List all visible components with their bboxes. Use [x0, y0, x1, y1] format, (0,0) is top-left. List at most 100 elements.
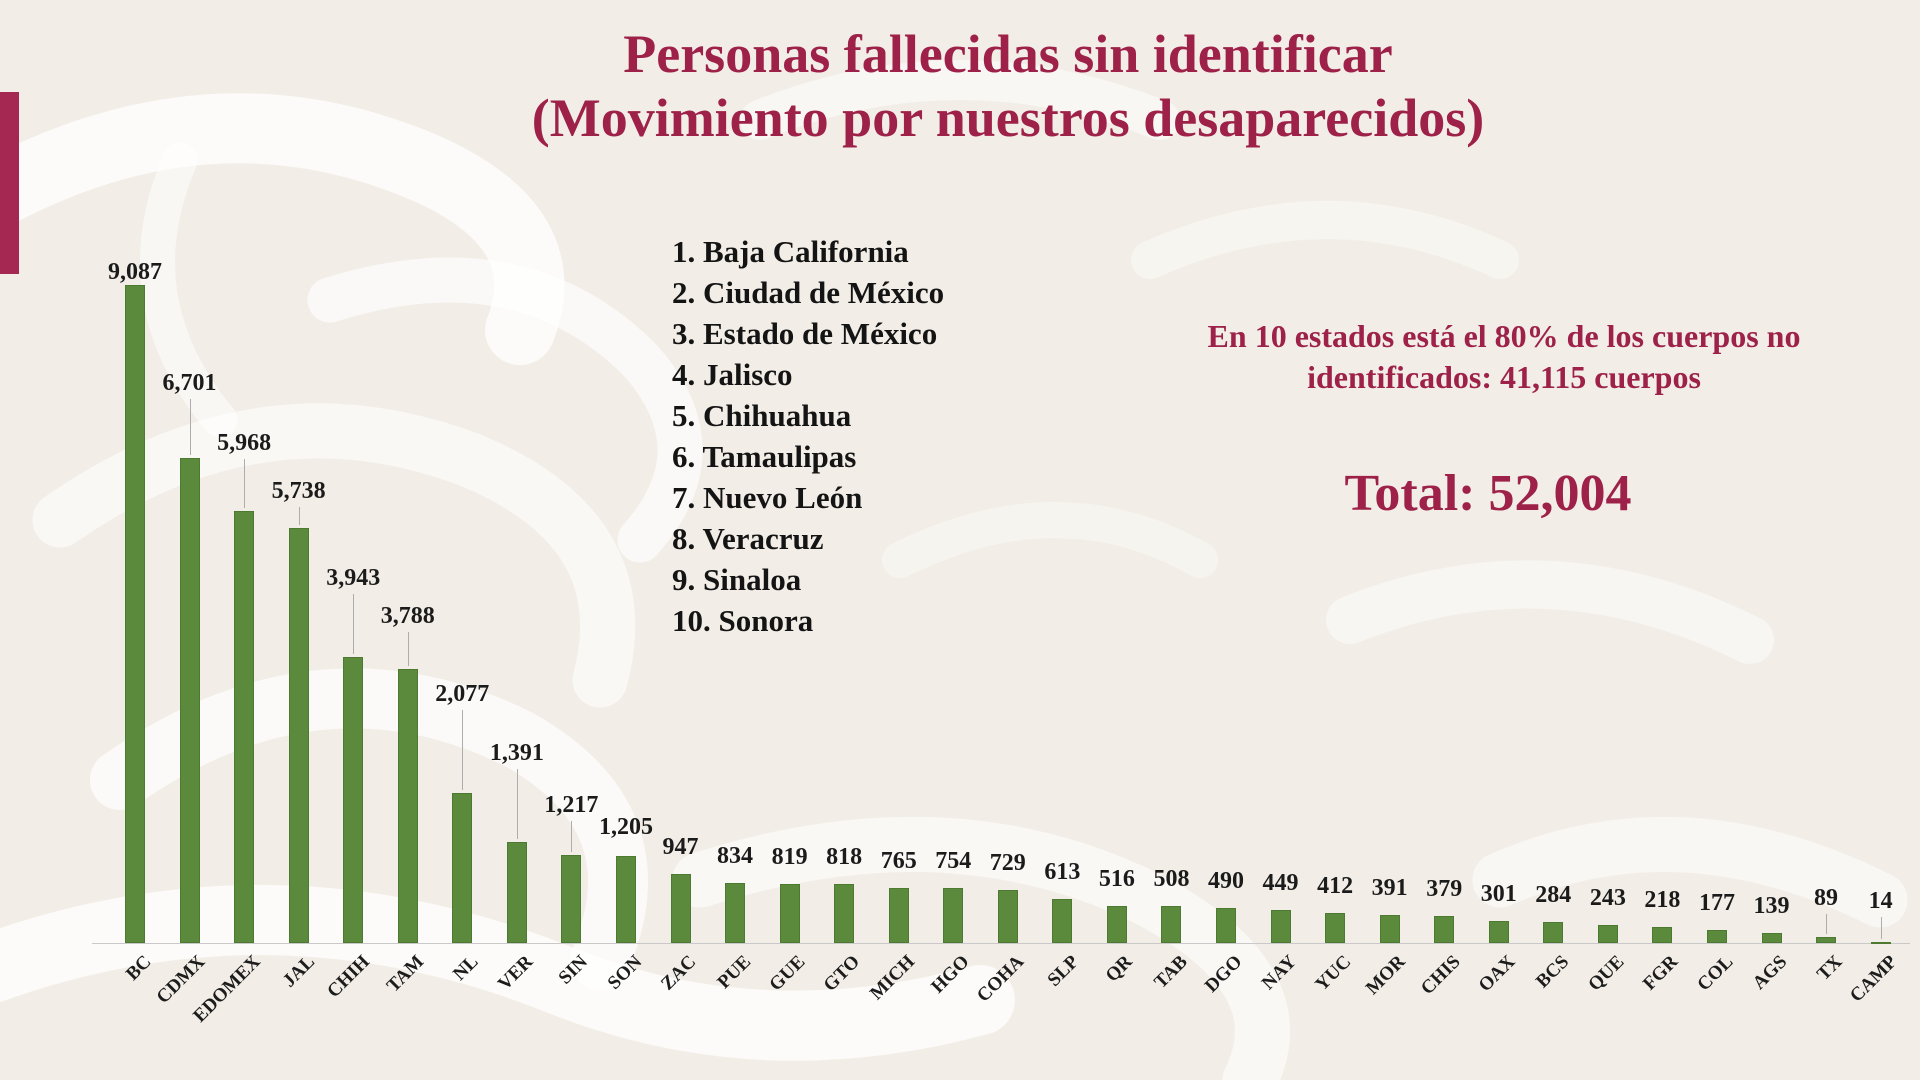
bar-gue — [779, 884, 800, 943]
bar-value-label: 2,077 — [435, 681, 490, 707]
leader-line — [298, 507, 300, 525]
bar-tx — [1816, 937, 1837, 943]
top-states-list: 1. Baja California 2. Ciudad de México 3. … — [672, 231, 944, 641]
bar-value-label: 14 — [1868, 888, 1893, 914]
leader-line — [353, 594, 355, 654]
chart-title-line1: Personas fallecidas sin identificar — [623, 24, 1393, 84]
top-states-item: 8. Veracruz — [672, 521, 824, 556]
x-tick-label: HGO — [927, 951, 974, 998]
x-tick-label: PUE — [713, 951, 756, 994]
x-tick-label: COL — [1693, 951, 1738, 996]
bar-value-label: 301 — [1480, 881, 1517, 907]
x-tick-label: YUC — [1311, 951, 1356, 996]
bar-value-label: 5,968 — [217, 430, 272, 456]
bar-value-label: 177 — [1698, 890, 1735, 916]
top-states-item: 2. Ciudad de México — [672, 275, 945, 310]
x-tick-label: BC — [121, 951, 156, 985]
bar-coha — [997, 890, 1018, 943]
note-line1: En 10 estados está el 80% de los cuerpos… — [1207, 318, 1801, 354]
bar-value-label: 729 — [989, 850, 1026, 876]
bar-nay — [1270, 910, 1291, 943]
bar-value-label: 613 — [1044, 859, 1081, 885]
x-tick-label: CAMP — [1845, 951, 1901, 1007]
bar-yuc — [1325, 913, 1346, 943]
bar-ags — [1761, 933, 1782, 943]
bar-value-label: 379 — [1426, 876, 1463, 902]
x-tick-label: TX — [1812, 951, 1847, 985]
bar-mor — [1379, 915, 1400, 943]
bar-ver — [506, 842, 527, 943]
bar-pue — [725, 883, 746, 943]
bar-tab — [1161, 906, 1182, 943]
bar-value-label: 3,788 — [380, 603, 435, 629]
x-tick-label: QUE — [1584, 951, 1629, 996]
top-states-item: 6. Tamaulipas — [672, 439, 857, 474]
bar-qr — [1106, 906, 1127, 943]
leader-line — [571, 821, 573, 852]
bar-nl — [452, 793, 473, 943]
bar-value-label: 1,391 — [489, 740, 544, 766]
x-tick-label: JAL — [278, 951, 319, 992]
x-tick-label: NL — [448, 951, 483, 985]
bar-value-label: 834 — [717, 843, 754, 869]
bar-value-label: 819 — [771, 844, 808, 870]
bar-slp — [1052, 899, 1073, 943]
bar-value-label: 508 — [1153, 866, 1190, 892]
x-tick-label: TAM — [382, 951, 428, 997]
bar-value-label: 3,943 — [326, 565, 381, 591]
bar-value-label: 5,738 — [271, 478, 326, 504]
leader-line — [516, 769, 518, 839]
x-tick-label: FGR — [1639, 951, 1683, 995]
bar-value-label: 218 — [1644, 887, 1681, 913]
bar-mich — [888, 888, 909, 943]
bar-gto — [834, 884, 855, 943]
bar-value-label: 818 — [826, 844, 863, 870]
x-tick-label: ZAC — [657, 951, 701, 995]
bar-value-label: 6,701 — [162, 370, 217, 396]
x-tick-label: QR — [1102, 951, 1138, 987]
bar-fgr — [1652, 927, 1673, 943]
leader-line — [407, 632, 409, 666]
top-states-item: 7. Nuevo León — [672, 480, 863, 515]
bar-value-label: 947 — [662, 834, 699, 860]
bar-jal — [288, 528, 309, 943]
x-tick-label: AGS — [1749, 951, 1792, 994]
bar-sin — [561, 855, 582, 943]
note-line2: identificados: 41,115 cuerpos — [1307, 359, 1701, 395]
bar-que — [1597, 925, 1618, 943]
x-tick-label: SLP — [1043, 951, 1083, 991]
x-tick-label: BCS — [1532, 951, 1574, 993]
bar-value-label: 1,217 — [544, 792, 599, 818]
bar-tam — [397, 669, 418, 943]
bar-col — [1706, 930, 1727, 943]
bar-value-label: 89 — [1814, 885, 1839, 911]
bar-bc — [125, 285, 145, 943]
bar-value-label: 243 — [1589, 885, 1626, 911]
x-tick-label: GUE — [765, 951, 810, 996]
bar-value-label: 754 — [935, 848, 972, 874]
bar-hgo — [943, 888, 964, 943]
bar-dgo — [1216, 908, 1236, 943]
top-states-item: 9. Sinaloa — [672, 562, 802, 597]
x-tick-label: COHA — [972, 951, 1028, 1007]
bar-zac — [670, 874, 691, 943]
bar-value-label: 284 — [1535, 882, 1572, 908]
x-tick-label: TAB — [1150, 951, 1192, 993]
bar-value-label: 490 — [1208, 868, 1244, 894]
bar-chih — [343, 657, 364, 943]
x-tick-label: MOR — [1362, 951, 1410, 999]
bar-camp — [1870, 942, 1891, 944]
leader-line — [1826, 914, 1828, 934]
top-states-item: 3. Estado de México — [672, 316, 938, 351]
x-tick-label: CHIS — [1416, 951, 1465, 1000]
bar-value-label: 391 — [1371, 875, 1408, 901]
bar-bcs — [1543, 922, 1564, 943]
bar-value-label: 9,087 — [108, 259, 162, 285]
leader-line — [462, 710, 464, 790]
x-tick-label: OAX — [1474, 951, 1519, 997]
x-tick-label: NAY — [1257, 951, 1301, 995]
bar-value-label: 516 — [1098, 866, 1135, 892]
bar-value-label: 412 — [1317, 873, 1354, 899]
